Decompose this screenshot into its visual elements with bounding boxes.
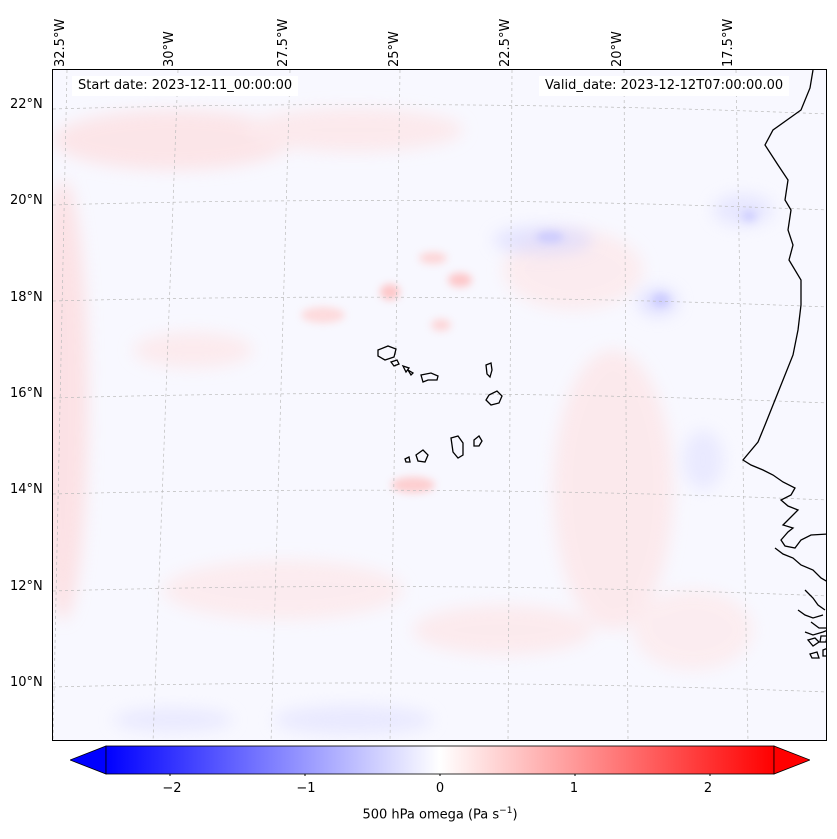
colorbar-bar	[68, 745, 812, 779]
island-santo-antao	[377, 345, 397, 361]
lon-label: 22.5°W	[498, 18, 513, 67]
map-panel	[52, 69, 827, 741]
colorbar-min-extend	[68, 745, 107, 775]
colorbar-tick: −2	[162, 781, 182, 796]
lon-label: 17.5°W	[721, 18, 736, 67]
colorbar-max-extend	[773, 745, 812, 775]
lat-label: 22°N	[10, 97, 43, 112]
lon-label: 30°W	[162, 31, 177, 67]
positive-omega-cells	[301, 252, 472, 493]
colorbar-tick: −1	[296, 781, 316, 796]
start-date-label: Start date: 2023-12-11_00:00:00	[72, 76, 299, 96]
coastline	[377, 70, 826, 659]
colorbar-label: 500 hPa omega (Pa s−1)	[362, 806, 518, 823]
colorbar-tick: 1	[569, 781, 579, 796]
lat-label: 18°N	[10, 290, 43, 305]
colorbar-tick: 0	[435, 781, 445, 796]
lat-label: 16°N	[10, 386, 43, 401]
colorbar	[68, 744, 812, 779]
lon-label: 20°W	[610, 31, 625, 67]
lat-label: 20°N	[10, 193, 43, 208]
valid-date-label: Valid_date: 2023-12-12T07:00:00.00	[539, 76, 790, 96]
lon-label: 32.5°W	[53, 18, 68, 67]
lon-label: 25°W	[387, 31, 402, 67]
negative-omega-cells	[536, 210, 757, 307]
negative-omega-patches	[113, 194, 773, 735]
lon-label: 27.5°W	[276, 18, 291, 67]
colorbar-tick: 2	[703, 781, 713, 796]
omega-field	[53, 70, 826, 740]
lat-label: 12°N	[10, 579, 43, 594]
lat-label: 14°N	[10, 482, 43, 497]
lat-label: 10°N	[10, 675, 43, 690]
graticule	[53, 70, 826, 740]
